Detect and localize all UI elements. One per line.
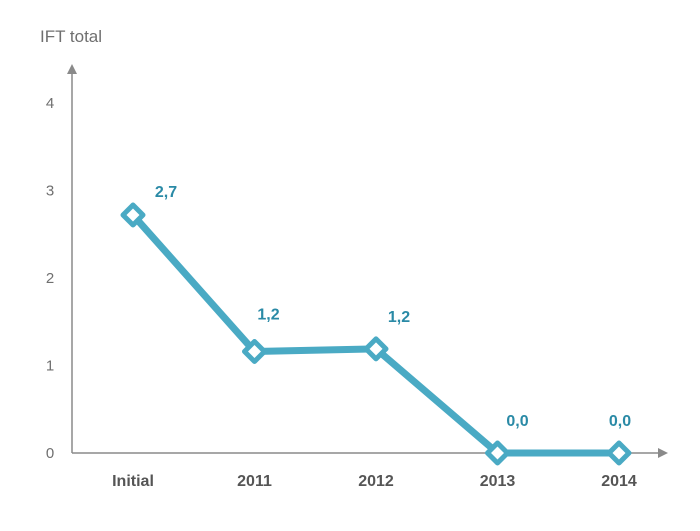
x-tick-label: 2012 [358, 473, 394, 490]
data-label: 1,2 [257, 307, 279, 324]
data-point-marker [606, 440, 632, 466]
axes [67, 64, 668, 458]
y-tick-labels: 0 1 2 3 4 [46, 95, 54, 462]
y-tick-label: 1 [46, 358, 54, 375]
series-polyline [129, 211, 623, 457]
data-point-marker [120, 202, 146, 228]
data-labels: 2,7 1,2 1,2 0,0 0,0 [155, 184, 631, 430]
y-axis-title: IFT total [40, 27, 102, 46]
x-tick-label: 2011 [237, 473, 272, 490]
x-tick-labels: Initial 2011 2012 2013 2014 [112, 473, 637, 490]
data-label: 0,0 [609, 413, 631, 430]
y-axis-arrow [67, 64, 77, 74]
y-tick-label: 2 [46, 270, 54, 287]
y-tick-label: 4 [46, 95, 54, 112]
x-tick-label: 2014 [601, 473, 637, 490]
data-point-marker [242, 339, 267, 364]
data-label: 0,0 [506, 413, 528, 430]
data-label: 1,2 [388, 309, 410, 326]
x-tick-label: Initial [112, 473, 154, 490]
data-label: 2,7 [155, 184, 177, 201]
x-axis-arrow [658, 448, 668, 458]
data-point-marker [485, 440, 510, 466]
x-tick-label: 2013 [480, 473, 516, 490]
y-tick-label: 0 [46, 445, 54, 462]
series-line [129, 211, 623, 457]
data-points [120, 202, 632, 466]
data-point-marker [363, 336, 389, 362]
y-tick-label: 3 [46, 183, 54, 200]
